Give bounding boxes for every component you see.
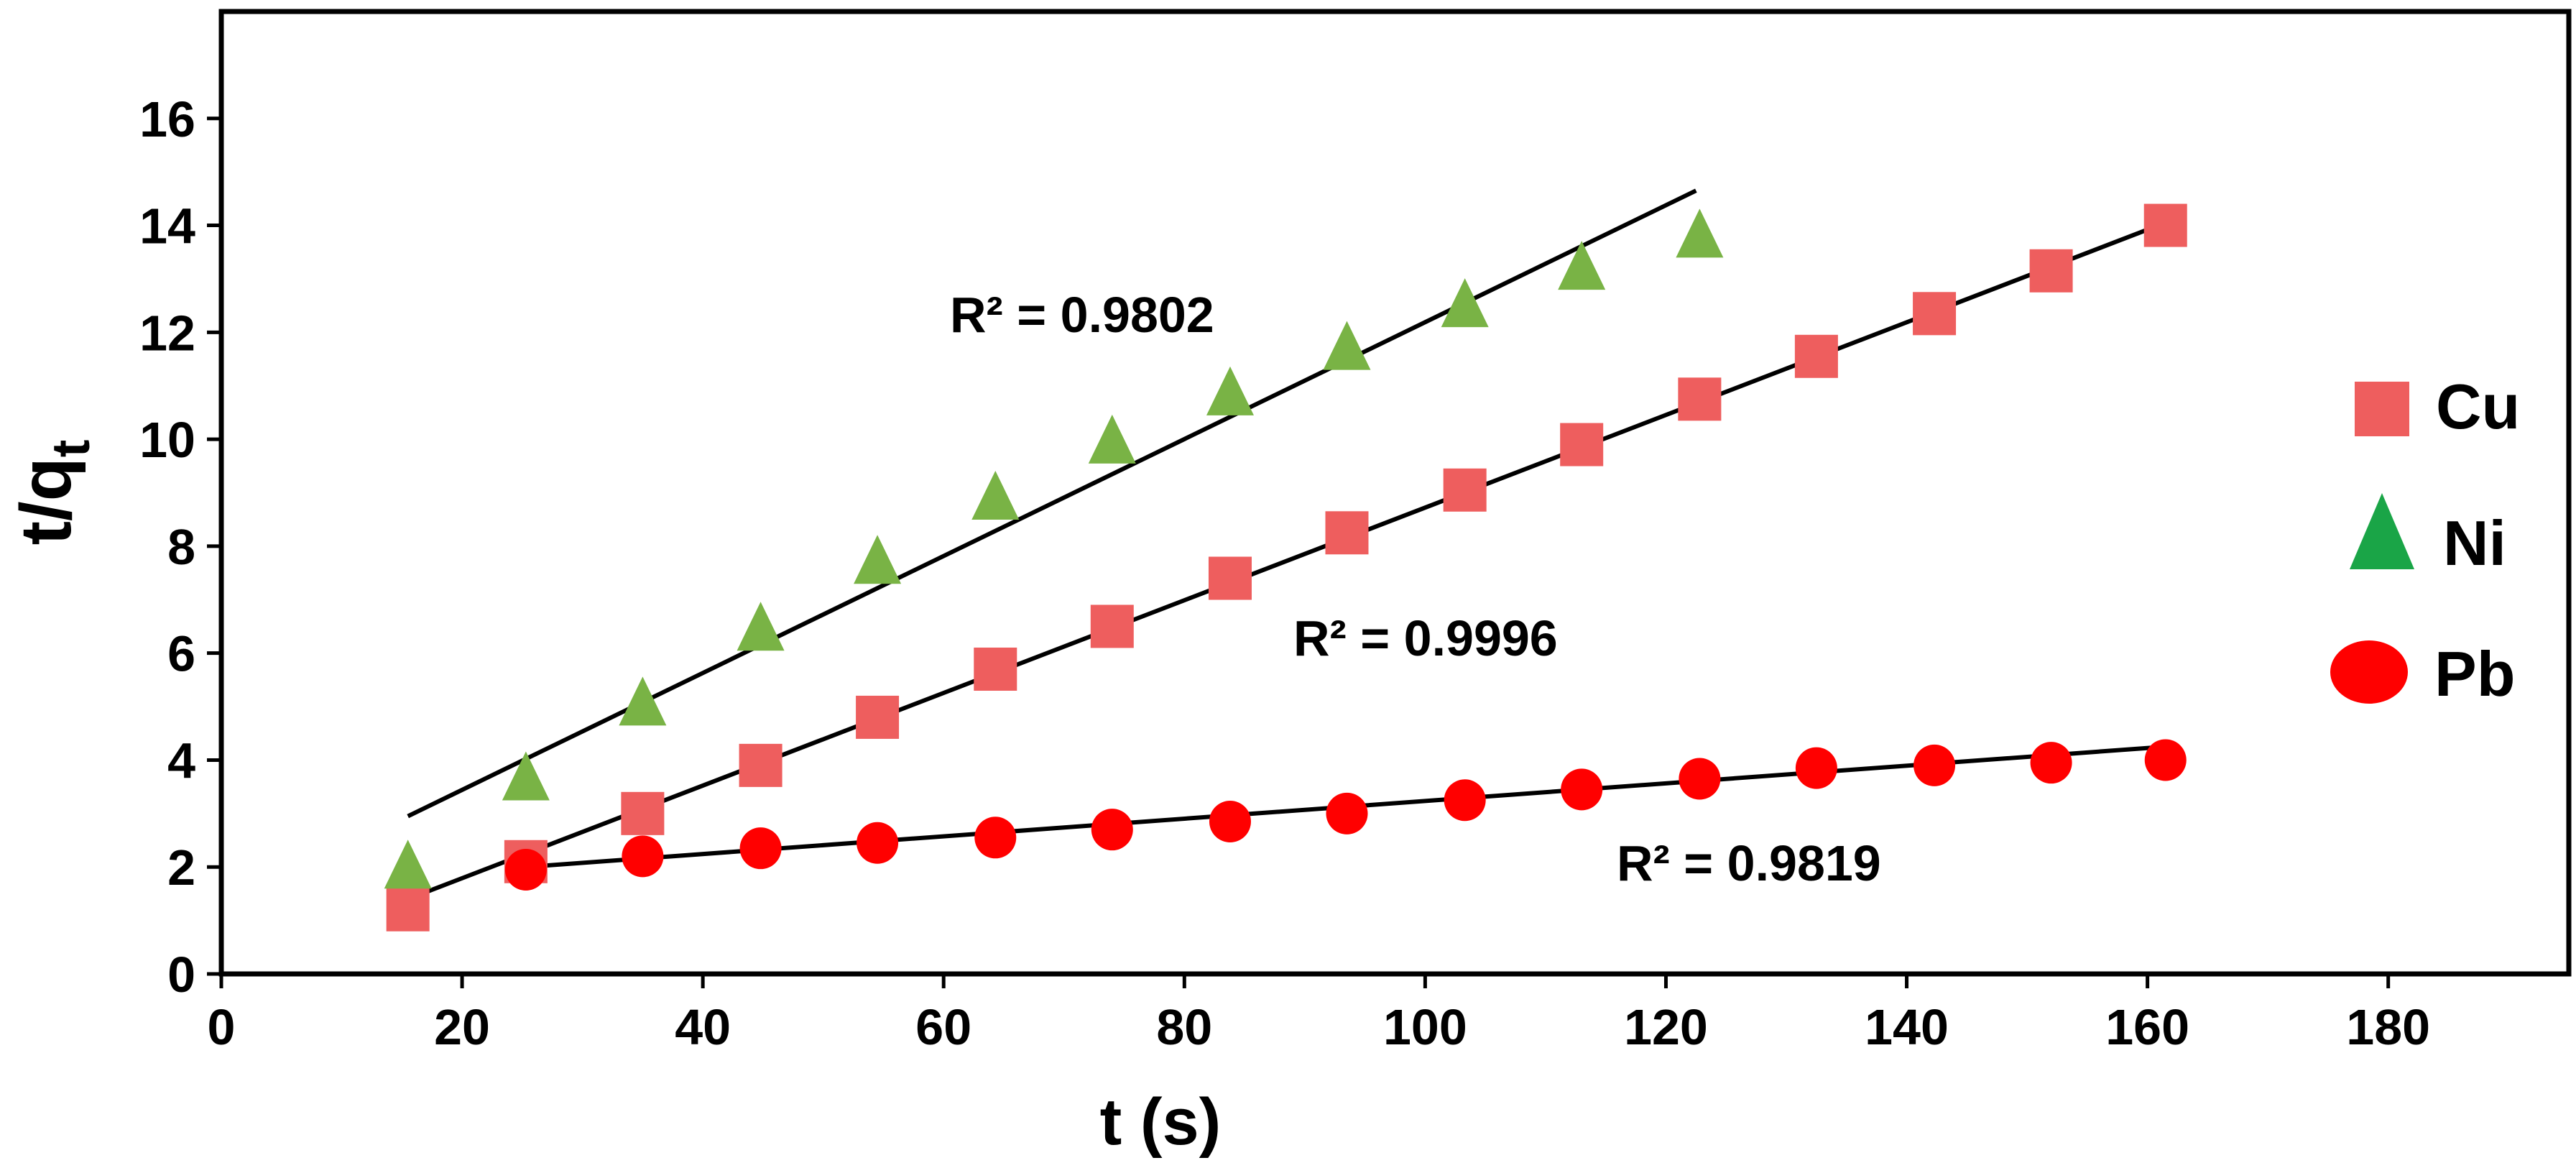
x-tick-label: 0 (208, 999, 236, 1055)
data-point-pb (1679, 758, 1721, 800)
data-point-cu (856, 695, 900, 739)
x-tick-label: 20 (434, 999, 490, 1055)
data-point-pb (2030, 742, 2072, 784)
data-point-pb (1561, 768, 1603, 811)
data-point-ni (854, 535, 902, 584)
data-point-cu (2029, 249, 2073, 293)
x-tick-label: 40 (675, 999, 731, 1055)
fit-lines (407, 188, 2166, 901)
r2-label-cu: R² = 0.9996 (1293, 610, 1558, 666)
data-point-cu (1794, 334, 1838, 378)
data-point-cu (1090, 604, 1134, 648)
data-point-cu (1913, 292, 1957, 336)
data-point-ni (1676, 208, 1724, 258)
y-axis-title-main: t/q (6, 457, 86, 545)
y-tick-label: 12 (139, 305, 195, 361)
legend-marker-pb (2330, 640, 2408, 704)
legend-marker-ni (2350, 493, 2414, 569)
y-tick-label: 8 (167, 519, 195, 575)
x-tick-label: 120 (1624, 999, 1708, 1055)
data-point-ni (384, 840, 432, 889)
data-point-ni (1323, 321, 1371, 370)
legend-label-ni: Ni (2443, 507, 2506, 579)
data-point-cu (1678, 377, 1722, 421)
plot-frame (218, 9, 2572, 977)
fit-line-ni (407, 188, 1697, 819)
data-point-pb (1326, 792, 1368, 834)
data-markers (384, 203, 2187, 932)
legend-label-pb: Pb (2434, 638, 2515, 709)
data-point-ni (1088, 414, 1136, 464)
y-tick-label: 6 (167, 626, 195, 682)
fit-line-cu (407, 221, 2166, 901)
r2-label-ni: R² = 0.9802 (950, 287, 1214, 343)
r2-label-pb: R² = 0.9819 (1617, 835, 1881, 891)
x-axis-title-unit: (s) (1140, 1085, 1221, 1159)
y-tick-label: 0 (167, 947, 195, 1003)
data-point-cu (621, 791, 665, 835)
data-point-pb (857, 822, 899, 864)
data-point-pb (1795, 747, 1837, 789)
legend: Cu Ni Pb (2330, 371, 2520, 709)
y-tick-label: 10 (139, 412, 195, 468)
data-point-pb (1091, 809, 1133, 851)
data-point-pb (739, 827, 782, 870)
data-point-ni (971, 470, 1020, 520)
legend-label-cu: Cu (2436, 371, 2520, 442)
data-point-pb (622, 835, 664, 878)
x-tick-label: 100 (1383, 999, 1467, 1055)
data-point-ni (1206, 366, 1254, 415)
y-tick-label: 16 (139, 91, 195, 147)
data-point-ni (502, 751, 550, 801)
data-point-cu (1325, 511, 1369, 555)
data-point-cu (739, 743, 783, 787)
y-tick-label: 4 (167, 732, 195, 788)
x-tick-label: 140 (1865, 999, 1949, 1055)
x-axis-title-main: t (1100, 1085, 1122, 1159)
x-axis-title: t (s) (1100, 1085, 1222, 1159)
legend-marker-cu (2355, 382, 2409, 436)
data-point-cu (974, 647, 1017, 691)
axis-ticks: 0 20 40 60 80 100 120 140 160 180 0 2 4 6 8 10 12 14 16 (139, 91, 2430, 1055)
data-point-pb (974, 817, 1017, 859)
data-point-cu (1208, 556, 1252, 600)
x-tick-label: 160 (2105, 999, 2189, 1055)
y-tick-label: 2 (167, 840, 195, 896)
x-tick-label: 180 (2346, 999, 2430, 1055)
data-point-cu (1443, 468, 1487, 512)
data-point-pb (1913, 744, 1956, 786)
data-point-cu (1560, 423, 1604, 466)
y-axis-title: t/qt (6, 440, 101, 546)
x-tick-label: 60 (915, 999, 971, 1055)
data-point-pb (1444, 779, 1486, 822)
data-point-ni (619, 676, 667, 726)
data-point-ni (1441, 278, 1489, 328)
data-point-pb (1209, 800, 1251, 842)
data-point-ni (1558, 241, 1606, 290)
y-axis-title-subscript: t (41, 440, 101, 458)
y-tick-label: 14 (139, 198, 195, 254)
data-point-cu (2143, 203, 2187, 247)
data-point-ni (737, 602, 785, 651)
data-point-pb (504, 848, 547, 891)
data-point-cu (386, 888, 430, 932)
data-point-pb (2144, 739, 2187, 781)
x-tick-label: 80 (1156, 999, 1212, 1055)
